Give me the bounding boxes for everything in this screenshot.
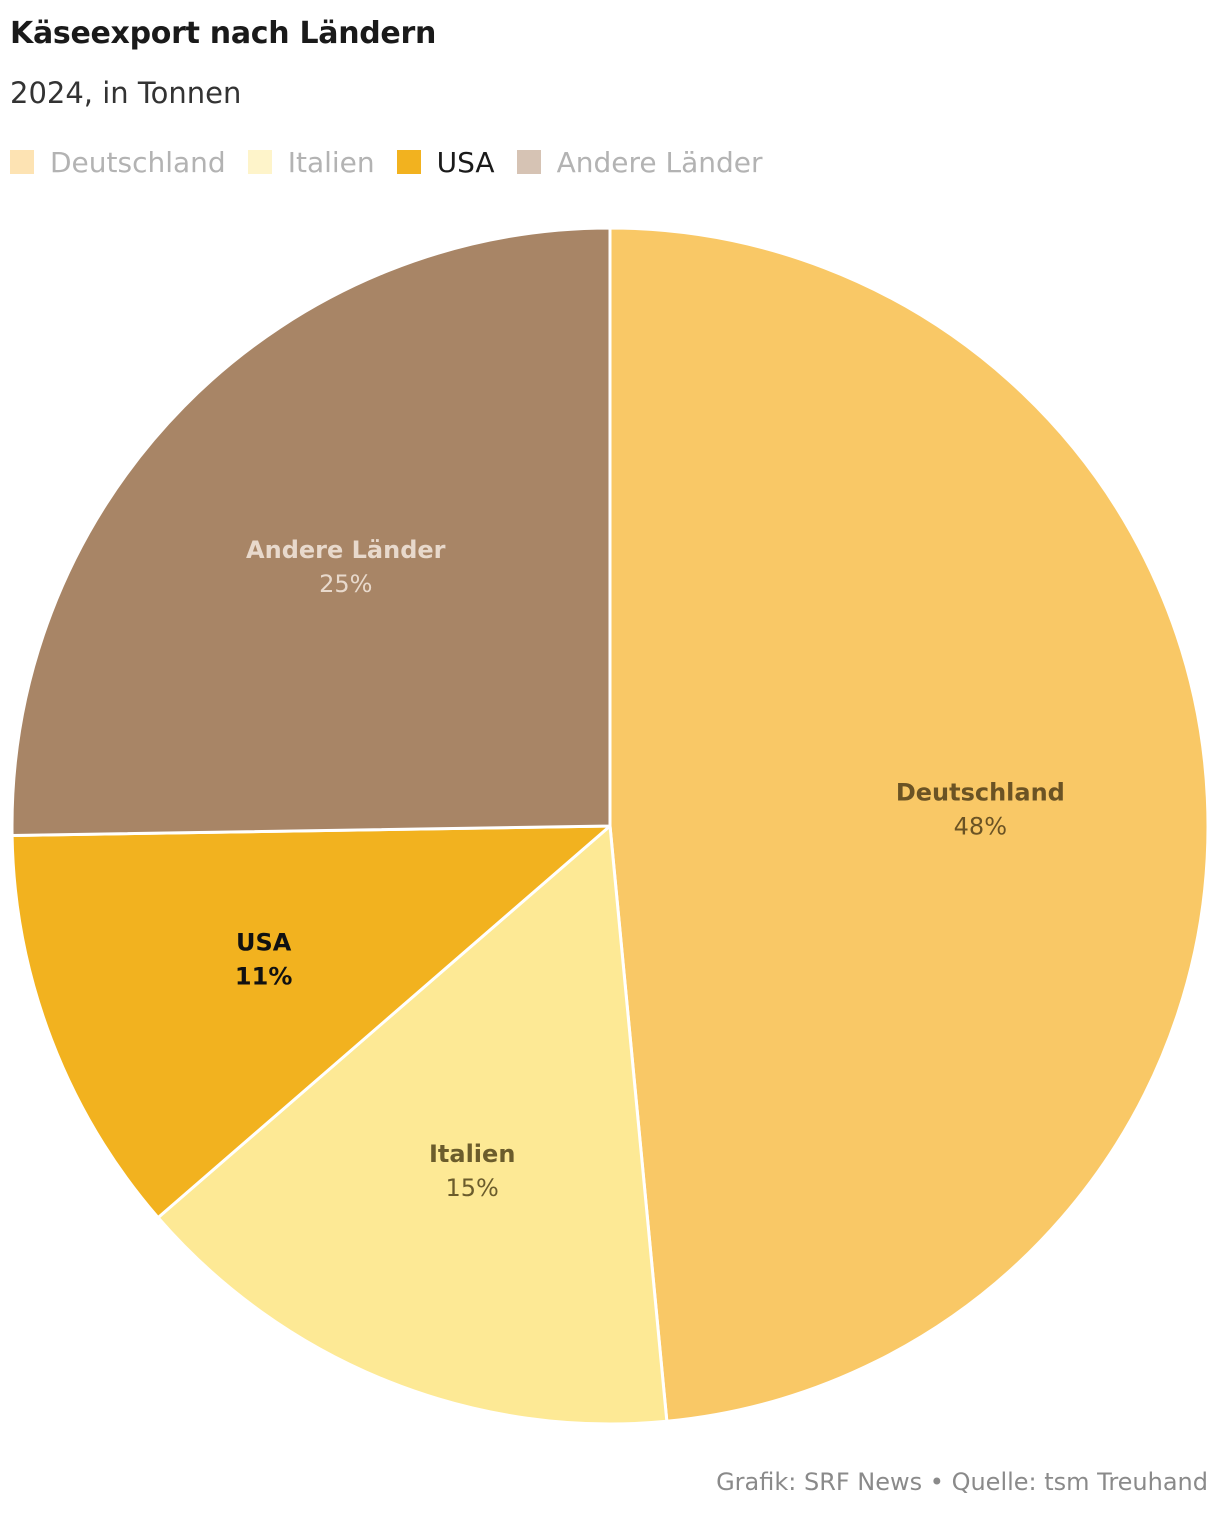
chart-legend: Deutschland Italien USA Andere Länder xyxy=(10,144,785,180)
slice-label-usa: USA xyxy=(236,928,292,956)
pie-slice-italien[interactable] xyxy=(156,824,669,1426)
legend-item-deutschland[interactable]: Deutschland xyxy=(10,146,226,179)
pie-slice-usa[interactable] xyxy=(10,824,612,1220)
legend-label-italien: Italien xyxy=(287,145,375,179)
slice-value-usa: 11% xyxy=(235,962,292,990)
legend-label-andere-laender: Andere Länder xyxy=(556,145,763,179)
legend-item-italien[interactable]: Italien xyxy=(247,145,375,179)
slice-value-deutschland: 48% xyxy=(954,812,1007,840)
slice-value-italien: 15% xyxy=(446,1174,499,1202)
chart-title: Käseexport nach Ländern xyxy=(10,16,437,51)
legend-item-andere-laender[interactable]: Andere Länder xyxy=(516,145,763,179)
slice-label-deutschland: Deutschland xyxy=(896,778,1065,806)
legend-swatch-andere-laender xyxy=(516,150,541,174)
slice-label-italien: Italien xyxy=(429,1140,515,1168)
legend-swatch-italien xyxy=(247,150,272,174)
legend-swatch-usa xyxy=(396,150,421,174)
source-footer: Grafik: SRF News • Quelle: tsm Treuhand xyxy=(716,1468,1208,1496)
slice-label-andere-laender: Andere Länder xyxy=(246,536,446,564)
legend-item-usa[interactable]: USA xyxy=(396,145,495,179)
legend-label-deutschland: Deutschland xyxy=(50,145,226,179)
legend-swatch-deutschland xyxy=(10,150,34,174)
slice-value-andere-laender: 25% xyxy=(319,570,372,598)
pie-slice-deutschland[interactable] xyxy=(608,226,1210,1423)
pie-slice-andere-laender[interactable] xyxy=(10,226,612,837)
chart-subtitle: 2024, in Tonnen xyxy=(10,76,242,110)
legend-label-usa: USA xyxy=(436,145,495,179)
